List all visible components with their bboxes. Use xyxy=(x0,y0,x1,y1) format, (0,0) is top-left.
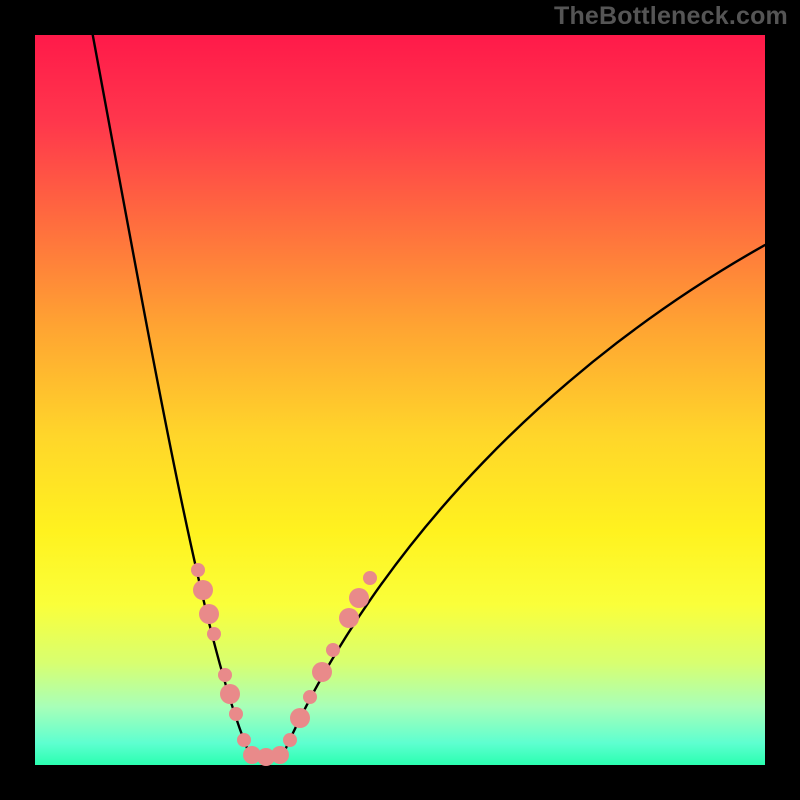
watermark-text: TheBottleneck.com xyxy=(554,2,788,31)
marker-trough xyxy=(271,746,289,764)
marker-right xyxy=(326,643,340,657)
marker-left xyxy=(229,707,243,721)
marker-left xyxy=(218,668,232,682)
marker-right xyxy=(349,588,369,608)
marker-right xyxy=(363,571,377,585)
bottleneck-chart xyxy=(0,0,800,800)
marker-left xyxy=(220,684,240,704)
chart-container: TheBottleneck.com xyxy=(0,0,800,800)
marker-left xyxy=(199,604,219,624)
marker-right xyxy=(312,662,332,682)
marker-left xyxy=(191,563,205,577)
marker-left xyxy=(207,627,221,641)
marker-left xyxy=(237,733,251,747)
marker-right xyxy=(290,708,310,728)
marker-left xyxy=(193,580,213,600)
plot-area xyxy=(35,35,765,765)
marker-right xyxy=(339,608,359,628)
marker-right xyxy=(303,690,317,704)
marker-right xyxy=(283,733,297,747)
